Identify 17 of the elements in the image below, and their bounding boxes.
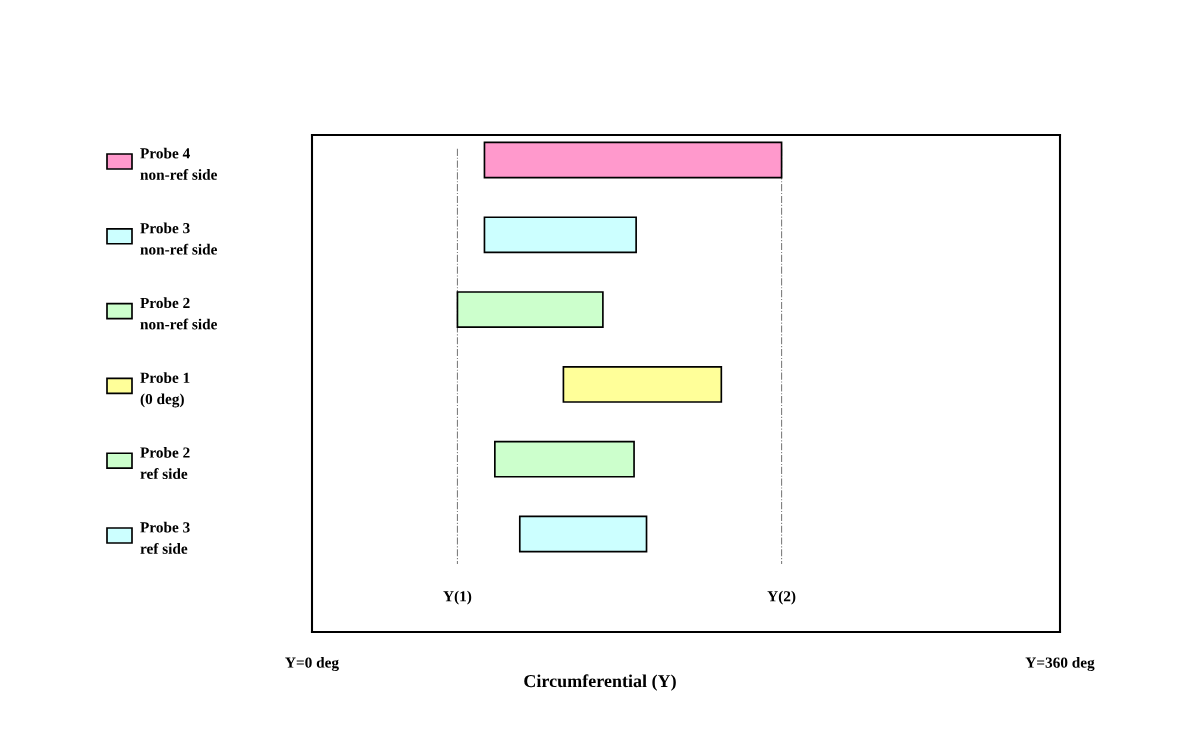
bar xyxy=(483,141,783,179)
x-tick-label: Y=360 deg xyxy=(1025,657,1095,671)
bar xyxy=(518,515,648,553)
y-tick-label: Probe 3 non-ref side xyxy=(140,222,217,255)
ref-line-label: Y(2) xyxy=(767,590,796,605)
bar xyxy=(483,216,637,254)
ref-line-label: Y(1) xyxy=(443,590,472,605)
x-axis-title: Circumferential (Y) xyxy=(524,674,676,691)
bar xyxy=(456,291,604,329)
x-tick-label: Y=0 deg xyxy=(285,657,339,671)
y-tick-label: Probe 2 non-ref side xyxy=(140,297,217,330)
bar xyxy=(494,440,635,478)
y-tick-label: Probe 4 non-ref side xyxy=(140,147,217,180)
bar xyxy=(562,365,723,403)
y-tick-label: Probe 2 ref side xyxy=(140,446,190,479)
y-tick-label: Probe 1 (0 deg) xyxy=(140,372,190,408)
y-tick-label: Probe 3 ref side xyxy=(140,521,190,554)
